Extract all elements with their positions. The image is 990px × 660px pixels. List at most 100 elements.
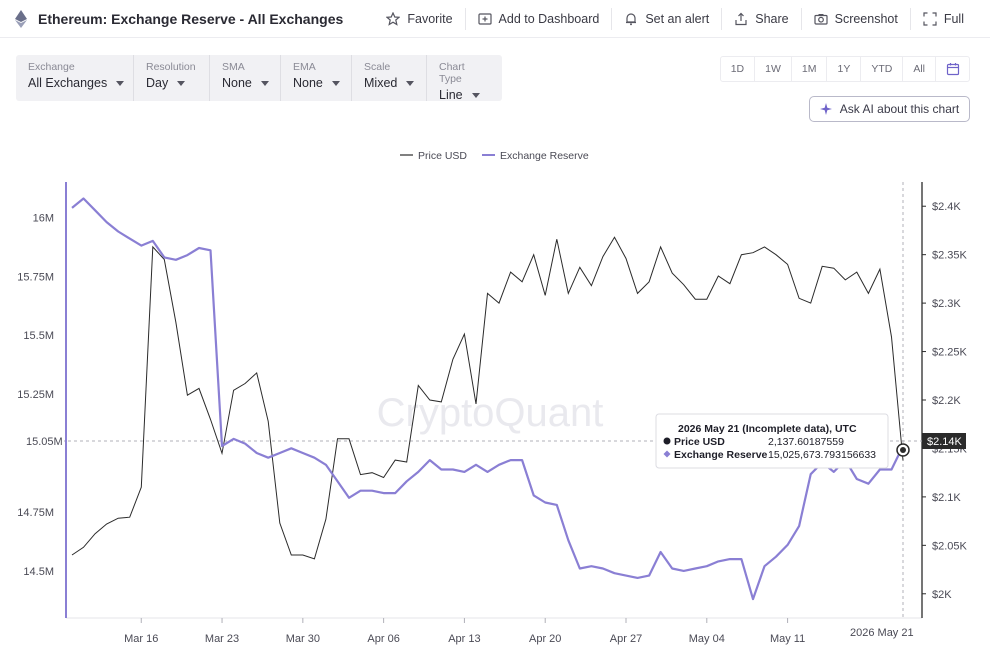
watermark: CryptoQuant [377,391,604,435]
crosshair-point-dot [900,447,906,453]
calendar-icon [946,63,959,76]
right-tick-label: $2.25K [932,347,968,359]
x-axis: Mar 16 Mar 23 Mar 30 Apr 06 Apr 13 Apr 20 Apr … [66,617,922,645]
header-actions: Favorite Add to Dashboard Set an alert S… [374,0,976,38]
legend-item-reserve[interactable]: Exchange Reserve [500,150,589,162]
chevron-down-icon [177,80,186,86]
crosshair-x-label: 2026 May 21 [846,624,914,640]
add-to-dashboard-button[interactable]: Add to Dashboard [464,8,612,30]
camera-icon [814,14,828,25]
chevron-down-icon [406,80,415,86]
crosshair-left-label: 15.05M [18,433,64,449]
x-tick-label: Mar 16 [124,633,158,645]
ask-ai-button[interactable]: Ask AI about this chart [809,96,970,122]
right-tick-label: $2.4K [932,201,961,213]
screenshot-button[interactable]: Screenshot [800,8,910,30]
range-selector: 1D 1W 1M 1Y YTD All [719,56,970,82]
right-tick-label: $2.3K [932,298,961,310]
legend: Price USD Exchange Reserve [400,150,589,162]
set-alert-button[interactable]: Set an alert [611,8,721,30]
tooltip-title: 2026 May 21 (Incomplete data), UTC [678,423,857,435]
right-tick-label: $2.05K [932,540,968,552]
filter-value: Line [439,88,463,102]
ema-select[interactable]: EMA None [280,55,351,101]
tooltip-reserve-name: Exchange Reserve [674,449,768,461]
sparkle-icon [819,103,832,115]
crosshair-right-label: $2.14K [922,433,966,449]
range-1w-button[interactable]: 1W [754,57,791,81]
exchange-select[interactable]: Exchange All Exchanges [16,55,133,101]
set-alert-label: Set an alert [645,12,710,26]
filter-label: Resolution [146,61,196,73]
x-tick-label: Apr 27 [610,633,642,645]
add-to-dashboard-label: Add to Dashboard [498,12,600,26]
exchange-reserve-line [71,197,904,601]
left-tick-label: 14.5M [23,566,54,578]
date-picker-button[interactable] [935,57,969,81]
chevron-down-icon [260,80,269,86]
favorite-button[interactable]: Favorite [374,8,464,30]
resolution-select[interactable]: Resolution Day [133,55,209,101]
price-usd-line [71,236,904,560]
fullscreen-label: Full [943,12,964,26]
crosshair-x-text: 2026 May 21 [850,627,914,639]
right-tick-label: $2K [932,589,952,601]
filter-value: Mixed [364,76,398,90]
filter-value: None [222,76,252,90]
left-tick-label: 15.5M [23,330,54,342]
tooltip: 2026 May 21 (Incomplete data), UTC Price… [655,413,889,469]
right-tick-label: $2.2K [932,395,961,407]
tooltip-reserve-value: 15,025,673.793156633 [768,449,876,461]
right-tick-label: $2.35K [932,250,968,262]
x-tick-label: Apr 06 [367,633,399,645]
scale-select[interactable]: Scale Mixed [351,55,426,101]
dashboard-icon [477,13,492,25]
fullscreen-icon [923,12,937,26]
chart-type-select[interactable]: Chart Type Line [426,55,502,102]
legend-item-price[interactable]: Price USD [418,150,467,162]
share-button[interactable]: Share [721,8,800,30]
tooltip-price-value: 2,137.60187559 [768,436,844,448]
crosshair-left-text: 15.05M [26,436,63,448]
range-1m-button[interactable]: 1M [790,57,827,81]
left-tick-label: 16M [33,212,54,224]
x-tick-label: Mar 23 [205,633,239,645]
sma-select[interactable]: SMA None [209,55,280,101]
chart-canvas[interactable]: Price USD Exchange Reserve CryptoQuant 1… [0,130,990,660]
left-tick-label: 15.75M [17,271,54,283]
x-tick-label: May 04 [689,633,725,645]
range-ytd-button[interactable]: YTD [860,57,902,81]
range-1d-button[interactable]: 1D [730,63,745,75]
star-icon [386,12,401,26]
chevron-down-icon [471,92,480,98]
range-1y-button[interactable]: 1Y [826,57,860,81]
filter-label: Exchange [28,61,75,73]
x-tick-label: Apr 20 [529,633,561,645]
filter-label: Scale [364,61,391,73]
x-tick-label: May 11 [770,633,805,645]
filter-value: None [293,76,323,90]
chevron-down-icon [331,80,340,86]
right-axis: $2K$2.05K$2.1K$2.15K$2.2K$2.25K$2.3K$2.3… [922,201,968,601]
chart-header: Ethereum: Exchange Reserve - All Exchang… [0,0,990,38]
favorite-label: Favorite [407,12,453,26]
left-tick-label: 15.25M [17,389,54,401]
crosshair-right-text: $2.14K [927,436,963,448]
ethereum-icon [15,9,27,28]
filter-label: SMA [222,61,245,73]
screenshot-label: Screenshot [834,12,898,26]
page-title: Ethereum: Exchange Reserve - All Exchang… [38,10,344,27]
title-group: Ethereum: Exchange Reserve - All Exchang… [0,9,344,28]
range-all-button[interactable]: All [902,57,935,81]
share-label: Share [755,12,789,26]
chevron-down-icon [116,80,125,86]
filter-label: Chart Type [439,61,465,85]
fullscreen-button[interactable]: Full [909,8,976,30]
left-tick-label: 14.75M [17,507,54,519]
share-icon [735,12,747,26]
filter-panel: Exchange All Exchanges Resolution Day SM… [16,55,502,102]
tooltip-price-name: Price USD [674,436,725,448]
x-tick-label: Mar 30 [286,633,320,645]
filter-label: EMA [293,61,316,73]
x-tick-label: Apr 13 [448,633,480,645]
